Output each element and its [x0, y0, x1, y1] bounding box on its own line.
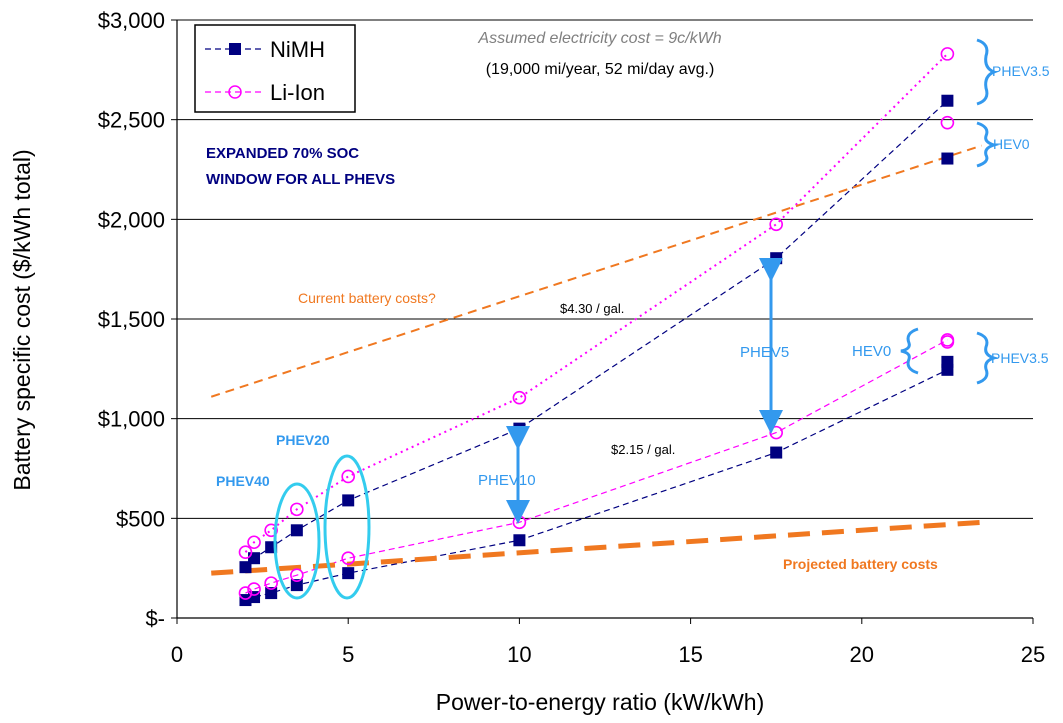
marker-nimh: [290, 579, 303, 592]
marker-nimh: [342, 494, 355, 507]
y-tick-label: $-: [145, 606, 165, 631]
marker-nimh: [248, 552, 261, 565]
hev0-top-label: HEV0: [993, 136, 1030, 152]
phev40-label: PHEV40: [216, 473, 270, 489]
marker-li-ion: [341, 551, 356, 566]
projected-costs-line: [211, 519, 982, 576]
current-costs-line: [210, 144, 982, 398]
marker-li-ion: [238, 545, 253, 560]
marker-li-ion: [238, 586, 253, 600]
phev35-mid-brace: [976, 331, 1000, 385]
gas-high-label: $4.30 / gal.: [560, 301, 624, 316]
x-tick-label: 20: [850, 642, 874, 667]
marker-nimh: [941, 152, 954, 165]
marker-li-ion: [940, 335, 955, 349]
trend-lines: [210, 144, 982, 576]
y-tick-label: $2,000: [98, 207, 165, 232]
marker-li-ion: [290, 502, 304, 517]
marker-nimh: [513, 534, 526, 547]
x-tick-label: 10: [507, 642, 531, 667]
marker-li-ion: [341, 469, 356, 484]
legend-marker-nimh: [229, 43, 241, 55]
marker-nimh: [342, 567, 355, 580]
y-axis-label: Battery specific cost ($/kWh total): [9, 149, 35, 490]
current-costs-label: Current battery costs?: [298, 290, 436, 306]
phev35-top-label: PHEV3.5: [992, 63, 1050, 79]
phev5-label: PHEV5: [740, 344, 789, 361]
legend: NiMH Li-Ion: [194, 24, 356, 113]
marker-li-ion: [247, 582, 261, 596]
phev35-top-brace: [976, 38, 999, 106]
y-tick-label: $1,500: [98, 307, 165, 332]
tick-labels: $- $500 $1,000 $1,500 $2,000 $2,500 $3,000 0 5 10…: [98, 8, 1046, 667]
marker-nimh: [265, 587, 278, 600]
data-markers: [238, 47, 955, 607]
marker-nimh: [941, 355, 954, 368]
phev10-label: PHEV10: [478, 472, 536, 489]
series-line-li-ion-high: [244, 53, 949, 553]
marker-li-ion: [940, 115, 955, 130]
phev20-ellipse: [323, 454, 371, 600]
y-tick-label: $3,000: [98, 8, 165, 33]
y-tick-label: $500: [116, 506, 165, 531]
phev20-label: PHEV20: [276, 432, 330, 448]
cost-note: Assumed electricity cost = 9c/kWh: [477, 30, 721, 47]
phev40-ellipse: [273, 482, 321, 600]
marker-li-ion: [264, 523, 278, 538]
x-axis-label: Power-to-energy ratio (kW/kWh): [436, 689, 764, 715]
hev0-top-brace: [976, 121, 1000, 168]
y-tick-label: $2,500: [98, 108, 165, 133]
x-tick-label: 15: [678, 642, 702, 667]
legend-marker-li-ion: [228, 85, 242, 99]
marker-li-ion: [264, 576, 278, 590]
legend-box: [194, 24, 356, 113]
marker-li-ion: [512, 390, 527, 405]
grid-lines: [177, 19, 1033, 519]
marker-li-ion: [940, 47, 955, 61]
gas-low-label: $2.15 / gal.: [611, 442, 675, 457]
hev0-mid-brace: [900, 327, 919, 375]
x-tick-label: 5: [342, 642, 354, 667]
y-tick-label: $1,000: [98, 407, 165, 432]
soc-note-line1: EXPANDED 70% SOC: [206, 145, 359, 162]
axes: [171, 19, 1034, 624]
x-tick-label: 25: [1021, 642, 1045, 667]
marker-li-ion: [769, 217, 784, 232]
marker-li-ion: [290, 568, 304, 582]
marker-nimh: [941, 94, 954, 107]
marker-nimh: [770, 446, 783, 459]
marker-li-ion: [247, 535, 261, 550]
marker-nimh: [513, 422, 526, 435]
x-tick-label: 0: [171, 642, 183, 667]
soc-note-line2: WINDOW FOR ALL PHEVS: [206, 171, 395, 188]
phev35-mid-label: PHEV3.5: [991, 350, 1049, 366]
marker-nimh: [248, 591, 261, 604]
hev0-mid-label: HEV0: [852, 343, 891, 360]
legend-label-li-ion: Li-Ion: [270, 80, 325, 105]
mileage-note: (19,000 mi/year, 52 mi/day avg.): [486, 61, 715, 78]
marker-nimh: [770, 252, 783, 265]
marker-nimh: [290, 524, 303, 537]
projected-costs-label: Projected battery costs: [783, 556, 938, 572]
legend-label-nimh: NiMH: [270, 37, 325, 62]
